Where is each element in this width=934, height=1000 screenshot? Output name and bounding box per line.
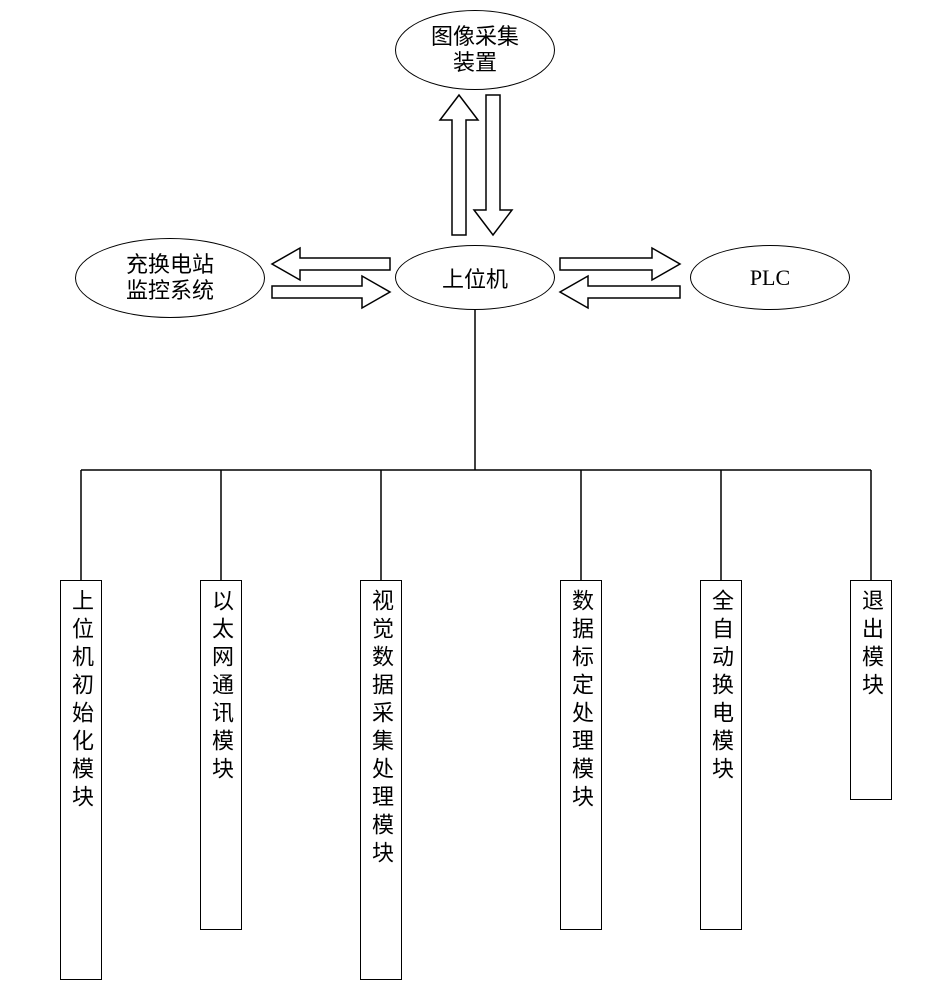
arrow-left-icon xyxy=(560,276,680,308)
node-plc: PLC xyxy=(690,245,850,310)
module-label: 数据标定处理模块 xyxy=(570,589,592,813)
node-image-acquisition: 图像采集 装置 xyxy=(395,10,555,90)
module-visual-data: 视觉数据采集处理模块 xyxy=(360,580,402,980)
node-label: 图像采集 装置 xyxy=(431,24,519,77)
arrow-down-icon xyxy=(474,95,512,235)
node-label: PLC xyxy=(750,265,790,291)
connectors xyxy=(0,0,934,1000)
module-data-calibration: 数据标定处理模块 xyxy=(560,580,602,930)
module-auto-swap: 全自动换电模块 xyxy=(700,580,742,930)
module-label: 上位机初始化模块 xyxy=(70,589,92,813)
node-host-computer: 上位机 xyxy=(395,245,555,310)
arrow-right-icon xyxy=(272,276,390,308)
node-label: 充换电站 监控系统 xyxy=(126,252,214,305)
module-label: 视觉数据采集处理模块 xyxy=(370,589,392,869)
node-charging-station-monitor: 充换电站 监控系统 xyxy=(75,238,265,318)
arrow-up-icon xyxy=(440,95,478,235)
module-exit: 退出模块 xyxy=(850,580,892,800)
module-label: 退出模块 xyxy=(860,589,882,701)
module-ethernet-comm: 以太网通讯模块 xyxy=(200,580,242,930)
module-label: 以太网通讯模块 xyxy=(210,589,232,785)
node-label: 上位机 xyxy=(442,262,508,294)
arrow-left-icon xyxy=(272,248,390,280)
arrow-right-icon xyxy=(560,248,680,280)
module-label: 全自动换电模块 xyxy=(710,589,732,785)
module-host-init: 上位机初始化模块 xyxy=(60,580,102,980)
